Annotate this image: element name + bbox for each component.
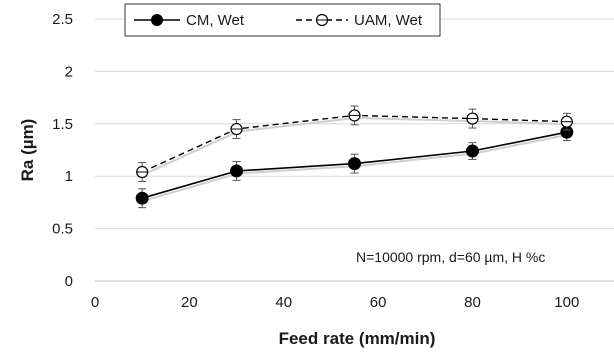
legend-label: CM, Wet xyxy=(186,12,245,29)
x-tick-label: 60 xyxy=(370,294,387,311)
tick-labels: 0 0.5 1 1.5 2 2.5 0 20 40 60 80 100 xyxy=(52,11,579,311)
legend: CM, Wet UAM, Wet xyxy=(124,3,441,37)
y-tick-label: 2 xyxy=(65,63,73,80)
x-tick-label: 80 xyxy=(464,294,481,311)
x-tick-label: 20 xyxy=(181,294,198,311)
legend-marker xyxy=(151,14,163,26)
legend-entry-2: UAM, Wet xyxy=(296,12,423,29)
y-tick-label: 1.5 xyxy=(52,116,73,133)
legend-label: UAM, Wet xyxy=(354,12,423,29)
y-tick-label: 0.5 xyxy=(52,221,73,238)
x-tick-label: 100 xyxy=(554,294,579,311)
data-point xyxy=(135,191,149,205)
chart-annotation: N=10000 rpm, d=60 µm, H %c xyxy=(356,249,545,265)
y-tick-label: 0 xyxy=(65,273,73,290)
series-group xyxy=(135,105,574,209)
data-point xyxy=(230,122,243,136)
grid-lines xyxy=(95,18,614,282)
y-tick-label: 2.5 xyxy=(52,11,73,28)
x-tick-label: 40 xyxy=(275,294,292,311)
legend-entry-1: CM, Wet xyxy=(134,12,245,29)
series-1 xyxy=(135,123,574,209)
y-axis-title: Ra (µm) xyxy=(18,119,37,182)
x-axis-title: Feed rate (mm/min) xyxy=(279,329,436,348)
data-point xyxy=(136,165,149,179)
x-tick-label: 0 xyxy=(91,294,99,311)
data-point xyxy=(230,164,244,178)
data-point xyxy=(348,157,361,171)
y-tick-label: 1 xyxy=(65,168,73,185)
data-point xyxy=(465,144,479,158)
data-point xyxy=(560,115,573,128)
data-point xyxy=(348,109,361,122)
series-2 xyxy=(136,105,573,182)
data-point xyxy=(466,112,479,125)
